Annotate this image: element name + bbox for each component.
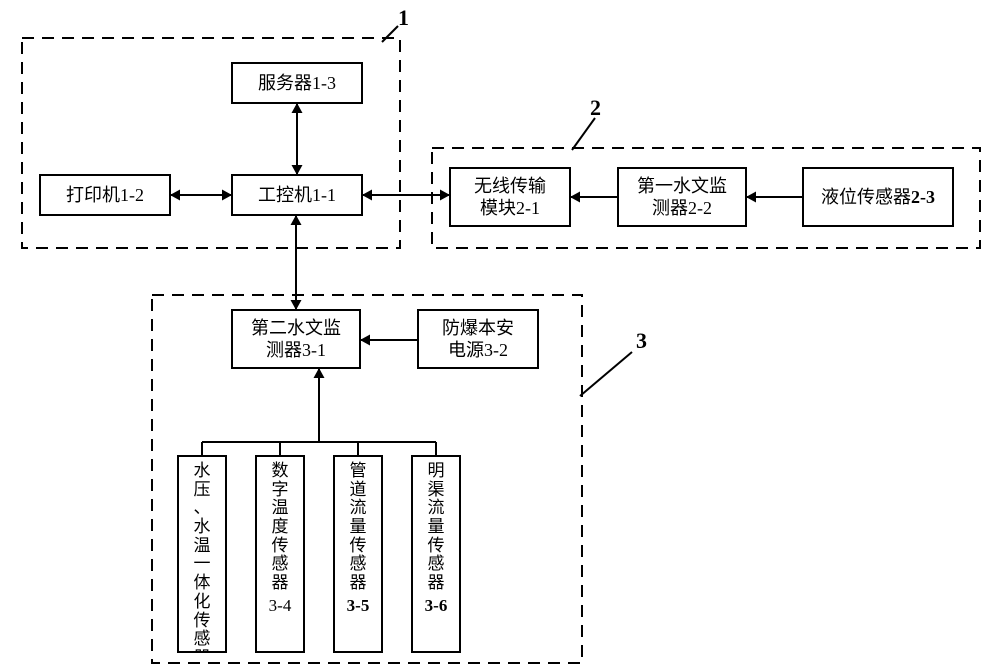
node-label-n33: 水压、水温一体化传感器3-3 — [178, 456, 226, 652]
arrowhead — [292, 165, 303, 175]
node-label-n35: 管道流量传感器3-5 — [334, 456, 382, 652]
group-label-g3: 3 — [636, 328, 647, 353]
node-label-n34: 数字温度传感器3-4 — [256, 456, 304, 652]
arrowhead — [222, 190, 232, 201]
node-label-n36: 明渠流量传感器3-6 — [412, 456, 460, 652]
node-label-n23: 液位传感器2-3 — [803, 168, 953, 226]
node-label-n21: 无线传输模块2-1 — [450, 168, 570, 226]
arrowhead — [440, 190, 450, 201]
node-label-n22: 第一水文监测器2-2 — [618, 168, 746, 226]
arrowhead — [360, 335, 370, 346]
group-pointer-g1 — [382, 26, 398, 42]
node-label-n31: 第二水文监测器3-1 — [232, 310, 360, 368]
arrowhead — [314, 368, 325, 378]
group-label-g2: 2 — [590, 95, 601, 120]
node-label-n32: 防爆本安电源3-2 — [418, 310, 538, 368]
arrowhead — [291, 300, 302, 310]
group-label-g1: 1 — [398, 5, 409, 30]
arrowhead — [746, 192, 756, 203]
node-label-n13: 服务器1-3 — [232, 63, 362, 103]
arrowhead — [362, 190, 372, 201]
node-label-n11: 工控机1-1 — [232, 175, 362, 215]
node-label-n12: 打印机1-2 — [40, 175, 170, 215]
group-pointer-g3 — [580, 352, 632, 396]
arrowhead — [170, 190, 180, 201]
arrowhead — [291, 215, 302, 225]
arrowhead — [292, 103, 303, 113]
arrowhead — [570, 192, 580, 203]
group-pointer-g2 — [572, 118, 595, 150]
